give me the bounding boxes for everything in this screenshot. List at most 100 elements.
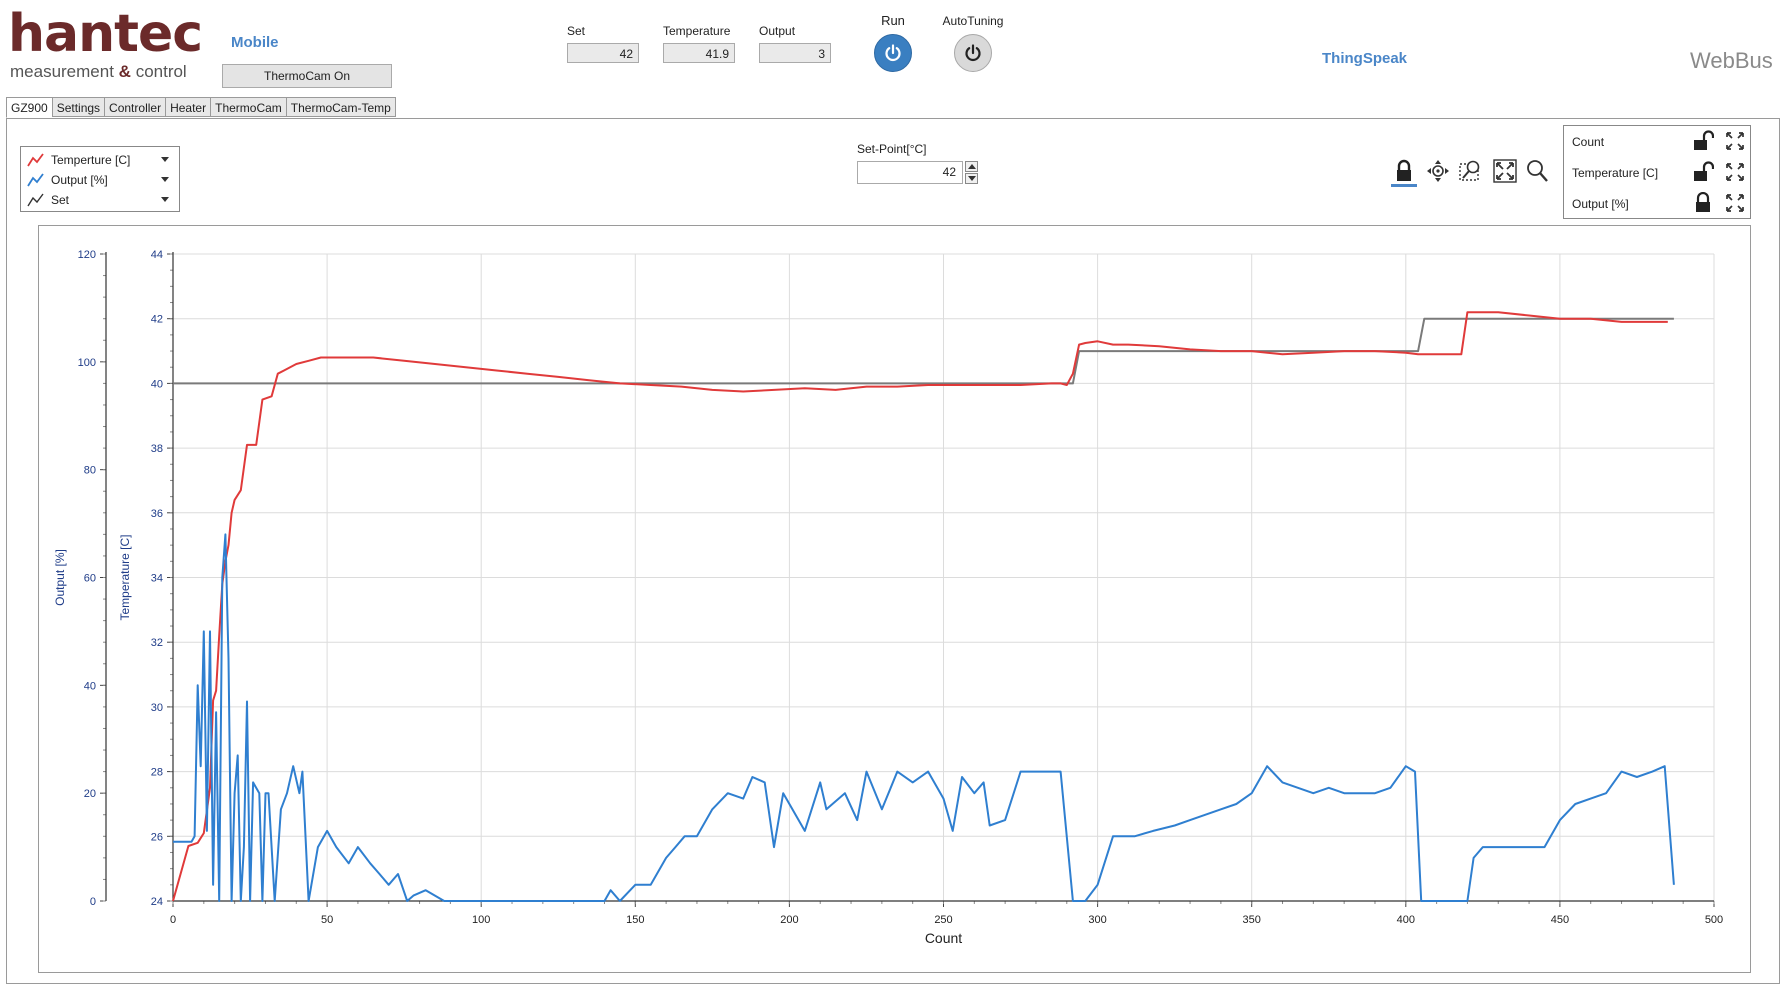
axis-label: Count xyxy=(1572,135,1605,149)
x-tick-label: 0 xyxy=(170,914,176,926)
setpoint-increment-button[interactable] xyxy=(965,161,978,172)
axis-row-count: Count xyxy=(1564,126,1750,156)
tab-thermocam[interactable]: ThermoCam xyxy=(210,97,286,117)
temp-tick-label: 38 xyxy=(151,443,163,455)
run-button[interactable] xyxy=(874,34,912,72)
thermocam-on-button[interactable]: ThermoCam On xyxy=(222,64,392,88)
y-axis-title-temperature: Temperature [C] xyxy=(118,534,132,620)
tab-gz900[interactable]: GZ900 xyxy=(6,97,52,118)
tab-controller[interactable]: Controller xyxy=(104,97,166,117)
temp-tick-label: 44 xyxy=(151,249,163,261)
x-tick-label: 250 xyxy=(934,914,952,926)
chevron-down-icon xyxy=(968,176,976,181)
tab-strip: GZ900 Settings Controller Heater ThermoC… xyxy=(6,97,396,118)
tagline-ampersand: & xyxy=(118,62,131,81)
temp-tick-label: 42 xyxy=(151,314,163,326)
x-tick-label: 500 xyxy=(1705,914,1723,926)
power-icon xyxy=(965,44,981,62)
series-line-output xyxy=(173,533,1675,902)
autotuning-button[interactable] xyxy=(954,34,992,72)
output-tick-label: 80 xyxy=(84,465,96,477)
x-tick-label: 450 xyxy=(1551,914,1569,926)
temp-tick-label: 36 xyxy=(151,508,163,520)
lock-icon[interactable] xyxy=(1692,192,1714,214)
unlock-icon[interactable] xyxy=(1692,161,1714,183)
chevron-down-icon[interactable] xyxy=(161,177,169,182)
hantec-logo: hantec xyxy=(8,4,203,64)
chart-axes: 0 50 100 150 200 250 300 350 400 450 5002426283032… xyxy=(78,249,1724,926)
zoom-extents-icon[interactable] xyxy=(1492,158,1518,184)
axis-label: Temperature [C] xyxy=(1572,166,1659,180)
setpoint-input[interactable]: 42 xyxy=(857,161,963,184)
chart-grid xyxy=(173,253,1715,901)
tab-heater[interactable]: Heater xyxy=(165,97,211,117)
setpoint-decrement-button[interactable] xyxy=(965,173,978,184)
unlock-icon[interactable] xyxy=(1692,130,1714,152)
axis-label: Output [%] xyxy=(1572,197,1629,211)
run-label: Run xyxy=(881,13,905,28)
tab-panel xyxy=(6,118,1780,984)
logo-tagline: measurement & control xyxy=(10,62,187,82)
temp-tick-label: 26 xyxy=(151,831,163,843)
tab-settings[interactable]: Settings xyxy=(51,97,105,117)
x-tick-label: 100 xyxy=(472,914,490,926)
legend-item-temperature[interactable]: Temperture [C] xyxy=(25,151,175,169)
x-tick-label: 350 xyxy=(1243,914,1261,926)
chevron-down-icon[interactable] xyxy=(161,157,169,162)
tagline-word-measurement: measurement xyxy=(10,62,114,81)
expand-icon[interactable] xyxy=(1724,130,1746,152)
output-label: Output xyxy=(759,24,796,38)
chart-frame xyxy=(38,225,1751,973)
thingspeak-link[interactable]: ThingSpeak xyxy=(1322,50,1408,67)
series-line-temperture-c xyxy=(172,311,1668,902)
pan-icon[interactable] xyxy=(1425,158,1451,184)
chart-series xyxy=(172,311,1675,902)
expand-icon[interactable] xyxy=(1724,161,1746,183)
chevron-up-icon xyxy=(968,164,976,169)
temp-tick-label: 32 xyxy=(151,637,163,649)
temp-tick-label: 30 xyxy=(151,702,163,714)
temperature-label: Temperature xyxy=(663,24,731,38)
output-tick-label: 100 xyxy=(78,357,96,369)
legend-item-set[interactable]: Set xyxy=(25,191,175,209)
temp-tick-label: 24 xyxy=(151,896,163,908)
mobile-link[interactable]: Mobile xyxy=(231,34,279,51)
set-label: Set xyxy=(567,24,586,38)
expand-icon[interactable] xyxy=(1724,192,1746,214)
x-tick-label: 300 xyxy=(1088,914,1106,926)
lock-active-indicator xyxy=(1391,184,1417,187)
chevron-down-icon[interactable] xyxy=(161,197,169,202)
power-icon xyxy=(885,44,901,62)
setpoint-label: Set-Point[°C] xyxy=(857,142,927,156)
output-tick-label: 40 xyxy=(84,680,96,692)
box-zoom-icon[interactable] xyxy=(1458,158,1484,184)
temp-tick-label: 40 xyxy=(151,378,163,390)
axis-row-temperature: Temperature [C] xyxy=(1564,157,1750,187)
zoom-icon[interactable] xyxy=(1524,158,1550,184)
output-tick-label: 20 xyxy=(84,788,96,800)
set-readout: 42 xyxy=(567,43,639,63)
line-series-icon xyxy=(27,153,44,167)
output-readout: 3 xyxy=(759,43,831,63)
legend-label: Temperture [C] xyxy=(51,153,131,167)
webbus-label: WebBus xyxy=(1690,48,1773,73)
temperature-output-chart[interactable]: 0 50 100 150 200 250 300 350 400 450 5002426283032… xyxy=(40,227,1748,969)
lock-icon[interactable] xyxy=(1391,158,1417,184)
line-series-icon xyxy=(27,193,44,207)
output-tick-label: 120 xyxy=(78,249,96,261)
autotuning-label: AutoTuning xyxy=(942,14,1004,28)
legend-item-output[interactable]: Output [%] xyxy=(25,171,175,189)
x-tick-label: 150 xyxy=(626,914,644,926)
legend-label: Set xyxy=(51,193,70,207)
x-tick-label: 200 xyxy=(780,914,798,926)
temperature-readout: 41.9 xyxy=(663,43,735,63)
series-legend: Temperture [C] Output [%] Set xyxy=(20,146,180,212)
tagline-word-control: control xyxy=(135,62,187,81)
tab-thermocam-temp[interactable]: ThermoCam-Temp xyxy=(285,97,396,117)
temp-tick-label: 28 xyxy=(151,767,163,779)
output-tick-label: 60 xyxy=(84,573,96,585)
temp-tick-label: 34 xyxy=(151,573,163,585)
y-axis-title-output: Output [%] xyxy=(53,549,67,606)
x-tick-label: 50 xyxy=(321,914,333,926)
output-tick-label: 0 xyxy=(90,896,96,908)
